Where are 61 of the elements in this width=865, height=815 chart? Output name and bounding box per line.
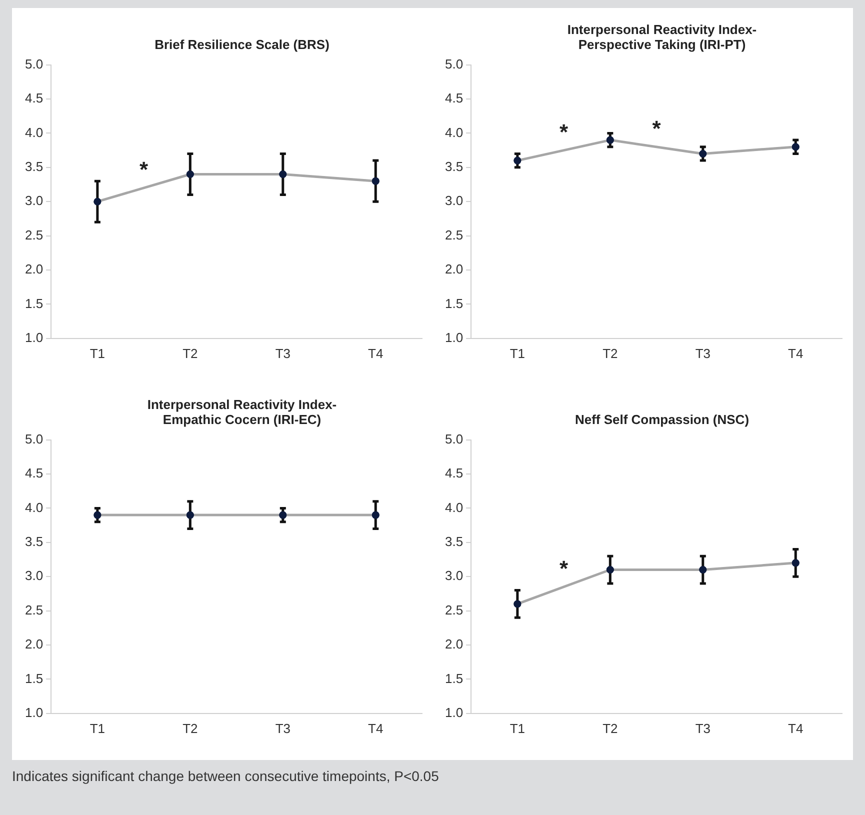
y-tick-label: 2.0: [444, 636, 464, 652]
y-tick-label: 5.0: [24, 56, 44, 72]
y-tick-label: 2.0: [24, 262, 44, 277]
y-tick-label: 1.0: [444, 330, 464, 345]
y-tick-label: 3.5: [444, 534, 464, 549]
x-tick-label: T3: [695, 720, 710, 736]
y-tick-label: 3.0: [444, 568, 464, 584]
y-tick-label: 4.5: [24, 466, 44, 481]
x-tick-label: T4: [368, 720, 384, 736]
x-tick-label: T4: [368, 346, 384, 361]
chart-title: Neff Self Compassion (NSC): [574, 412, 750, 427]
text: Indicates significant change between consecutive timepoints, P<0.05: [12, 768, 439, 784]
y-tick-label: 2.5: [24, 227, 44, 242]
y-tick-label: 2.5: [444, 602, 464, 618]
y-tick-label: 1.0: [24, 330, 44, 345]
y-tick-label: 4.5: [24, 90, 44, 106]
chart-title: Interpersonal Reactivity Index-Empathic Cocern (IRI-EC): [146, 397, 338, 427]
y-tick-label: 5.0: [24, 431, 44, 446]
x-tick-label: T2: [602, 346, 618, 361]
y-tick-label: 2.5: [24, 602, 44, 618]
x-tick-label: T2: [602, 720, 618, 736]
y-tick-label: 4.0: [24, 124, 44, 140]
y-tick-label: 3.0: [24, 568, 44, 584]
y-tick-label: 4.0: [444, 500, 464, 515]
x-tick-label: T3: [695, 346, 710, 361]
x-tick-label: T2: [182, 346, 198, 361]
y-tick-label: 1.0: [24, 704, 44, 720]
y-tick-label: 3.5: [24, 534, 44, 549]
y-tick-label: 4.5: [444, 466, 464, 481]
chart-title: Interpersonal Reactivity Index-Perspective Taking (IRI-PT): [566, 22, 758, 52]
y-tick-label: 1.5: [24, 296, 44, 311]
y-tick-label: 1.5: [24, 670, 44, 686]
x-tick-label: T4: [788, 346, 804, 361]
y-tick-label: 1.5: [444, 296, 464, 311]
y-tick-label: 3.5: [444, 158, 464, 174]
chart-title: Brief Resilience Scale (BRS): [154, 37, 330, 52]
y-tick-label: 2.0: [444, 262, 464, 277]
y-tick-label: 5.0: [444, 56, 464, 72]
x-tick-label: T3: [275, 346, 290, 361]
annotation: *: [560, 119, 569, 144]
y-tick-label: 5.0: [444, 431, 464, 446]
annotation: *: [560, 556, 569, 581]
y-tick-label: 4.0: [24, 500, 44, 515]
x-tick-label: T3: [275, 720, 290, 736]
y-tick-label: 2.5: [444, 227, 464, 242]
y-tick-label: 1.0: [444, 704, 464, 720]
y-tick-label: 3.0: [24, 193, 44, 208]
y-tick-label: 4.0: [444, 124, 464, 140]
x-tick-label: T1: [510, 346, 526, 361]
x-tick-label: T1: [510, 720, 526, 736]
annotation: *: [140, 156, 149, 182]
x-tick-label: T1: [90, 346, 106, 361]
y-tick-label: 4.5: [444, 90, 464, 106]
annotation: *: [652, 116, 662, 141]
y-tick-label: 2.0: [24, 636, 44, 652]
y-tick-label: 3.0: [444, 193, 464, 208]
x-tick-label: T4: [788, 720, 804, 736]
x-tick-label: T2: [182, 720, 198, 736]
y-tick-label: 3.5: [24, 158, 44, 174]
y-tick-label: 1.5: [444, 670, 464, 686]
x-tick-label: T1: [90, 720, 106, 736]
